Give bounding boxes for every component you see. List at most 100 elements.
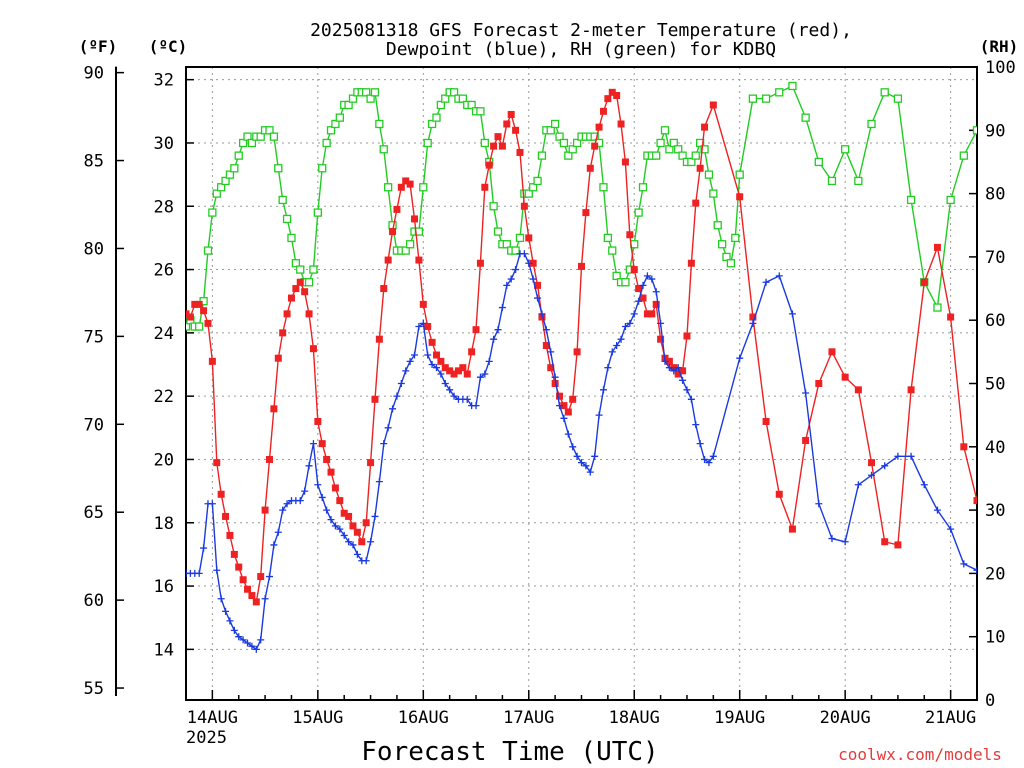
temperature-marker (393, 205, 401, 213)
dewpoint-marker (389, 405, 397, 413)
temperature-marker (683, 332, 691, 340)
rh-marker (348, 94, 358, 103)
dewpoint-marker (648, 275, 656, 283)
rh-marker (432, 113, 441, 122)
temperature-marker (635, 285, 643, 293)
celsius-tick-label: 32 (154, 71, 174, 91)
temperature-marker (569, 395, 577, 403)
temperature-marker (230, 550, 238, 558)
temperature-marker (868, 459, 876, 467)
rh-marker (906, 195, 916, 205)
dewpoint-marker (371, 512, 379, 520)
temperature-marker (643, 310, 651, 318)
temperature-marker (556, 392, 564, 400)
temperature-marker (226, 531, 234, 539)
dewpoint-marker (217, 595, 225, 603)
celsius-tick-label: 24 (154, 324, 174, 344)
dewpoint-marker (472, 402, 480, 410)
dewpoint-marker (222, 607, 230, 615)
temperature-marker (595, 123, 603, 131)
dewpoint-marker (283, 500, 291, 508)
temperature-marker (389, 228, 397, 236)
temperature-marker (665, 357, 673, 365)
rh-marker (309, 265, 318, 274)
rh-marker (230, 164, 239, 173)
temperature-series (186, 88, 977, 606)
rh-marker (709, 189, 718, 198)
rh-tick-label: 40 (985, 438, 1005, 458)
temperature-marker (617, 120, 625, 128)
rh-marker (748, 94, 758, 103)
rh-marker (674, 145, 683, 154)
temperature-marker (687, 259, 695, 267)
dewpoint-marker (894, 452, 902, 460)
rh-marker (537, 151, 547, 160)
rh-marker (608, 246, 617, 255)
rh-marker (660, 126, 670, 135)
rh-marker (304, 278, 314, 287)
temperature-marker (960, 443, 968, 451)
temperature-marker (679, 367, 687, 375)
rh-marker (722, 252, 731, 262)
x-axis-title: Forecast Time (UTC) (361, 737, 658, 767)
dewpoint-marker (301, 487, 309, 495)
dewpoint-marker (613, 342, 621, 350)
dewpoint-marker (652, 288, 660, 296)
dewpoint-marker (476, 373, 484, 381)
temperature-marker (894, 541, 902, 549)
temperature-marker (362, 519, 370, 527)
rh-marker (221, 176, 230, 186)
temperature-marker (371, 395, 379, 403)
dewpoint-marker (309, 440, 317, 448)
temperature-marker (252, 598, 260, 606)
fahrenheit-tick-label: 70 (84, 415, 104, 435)
rh-marker (880, 88, 889, 97)
dewpoint-marker (621, 323, 629, 331)
rh-marker (331, 119, 340, 129)
temperature-marker (648, 310, 656, 318)
temperature-marker (591, 142, 599, 150)
temperature-marker (345, 512, 353, 520)
dewpoint-marker (208, 500, 216, 508)
dewpoint-marker (428, 361, 436, 369)
dewpoint-marker (265, 573, 273, 581)
dewpoint-marker (525, 259, 533, 267)
dewpoint-marker (380, 440, 388, 448)
dewpoint-marker (415, 323, 423, 331)
temperature-marker (701, 123, 709, 131)
celsius-tick-label: 22 (154, 387, 174, 407)
dewpoint-marker (432, 364, 440, 372)
temperature-marker (907, 386, 915, 394)
rh-marker (511, 246, 520, 255)
rh-marker (458, 94, 468, 103)
temperature-marker (674, 370, 682, 378)
rh-marker (717, 240, 727, 249)
dewpoint-marker (252, 645, 260, 653)
rh-marker (388, 221, 397, 230)
rh-marker (467, 100, 476, 110)
x-tick-label: 17AUG (503, 708, 554, 728)
x-tick-label: 16AUG (398, 708, 449, 728)
dewpoint-marker (270, 541, 278, 549)
dewpoint-marker (498, 304, 506, 312)
dewpoint-marker (569, 443, 577, 451)
temperature-marker (279, 329, 287, 337)
rh-marker (572, 138, 582, 148)
dewpoint-marker (195, 569, 203, 577)
dewpoint-marker (314, 481, 322, 489)
fahrenheit-tick-label: 65 (84, 503, 104, 523)
rh-marker (274, 164, 283, 173)
temperature-marker (586, 164, 594, 172)
temperature-marker (239, 576, 247, 584)
temperature-marker (375, 335, 383, 343)
rh-tick-label: 10 (985, 628, 1005, 648)
temperature-marker (380, 285, 388, 293)
rh-marker (691, 151, 700, 160)
rh-marker (638, 183, 648, 192)
dewpoint-marker (674, 364, 682, 372)
dewpoint-marker (947, 525, 955, 533)
rh-marker (405, 240, 415, 249)
rh-marker (726, 259, 736, 268)
year-label: 2025 (186, 728, 227, 748)
